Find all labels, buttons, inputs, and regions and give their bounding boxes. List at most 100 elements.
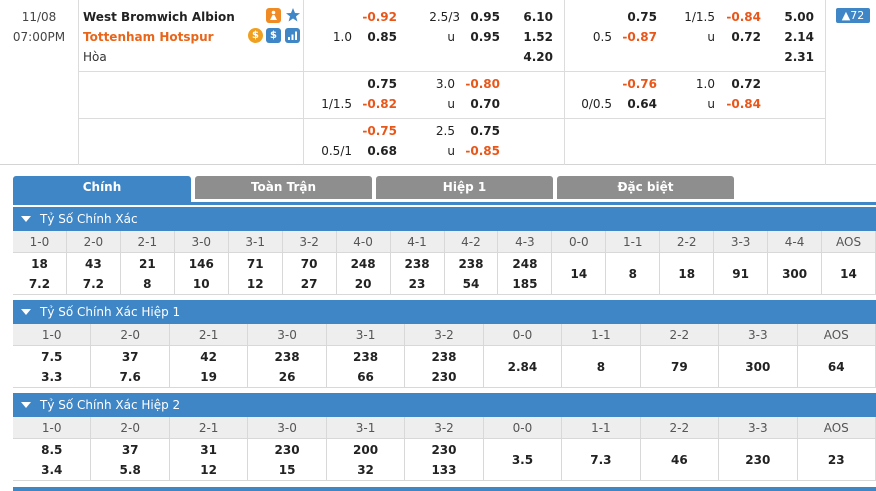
score-odds-cell[interactable]: 230: [719, 439, 798, 481]
score-odd-bottom[interactable]: 32: [357, 462, 374, 477]
score-odd-top[interactable]: 238: [404, 256, 430, 271]
score-odd-top[interactable]: 238: [274, 349, 300, 364]
tab-main[interactable]: Chính: [13, 176, 191, 203]
score-odd-bottom[interactable]: 23: [408, 276, 426, 291]
score-odd-bottom[interactable]: 27: [300, 276, 318, 291]
score-odds-cell[interactable]: 14: [552, 253, 607, 295]
score-odds-cell[interactable]: 230 133: [405, 439, 484, 481]
score-odd-top[interactable]: 248: [512, 256, 538, 271]
score-odd-bottom[interactable]: 15: [278, 462, 296, 477]
score-odd-top[interactable]: 238: [458, 256, 484, 271]
score-odd-top[interactable]: 18: [678, 266, 696, 281]
collapse-triangle-icon[interactable]: [21, 401, 31, 408]
score-odd-bottom[interactable]: 7.2: [82, 276, 105, 291]
h1-1x2-draw[interactable]: 2.31: [784, 50, 814, 64]
score-odd-bottom[interactable]: 20: [354, 276, 372, 291]
score-odd-top[interactable]: 43: [85, 256, 102, 271]
score-odds-cell[interactable]: 18 7.2: [13, 253, 67, 295]
score-odds-cell[interactable]: 70 27: [282, 253, 337, 295]
ft-under-odd[interactable]: 0.95: [470, 30, 500, 44]
tab-full-match[interactable]: Toàn Trận: [195, 176, 372, 199]
score-odd-top[interactable]: 8: [596, 359, 606, 374]
h1-over-odd[interactable]: -0.84: [726, 10, 761, 24]
score-odd-top[interactable]: 21: [138, 256, 156, 271]
score-odd-bottom[interactable]: 12: [200, 462, 217, 477]
section-header[interactable]: Tỷ Số Chính Xác: [13, 207, 876, 231]
score-odds-cell[interactable]: 91: [714, 253, 769, 295]
score-odd-bottom[interactable]: 7.6: [119, 369, 141, 384]
ft-away-handicap-odd[interactable]: 0.85: [367, 30, 397, 44]
score-odds-cell[interactable]: 238 26: [248, 346, 327, 388]
score-odd-top[interactable]: 42: [200, 349, 217, 364]
score-odd-top[interactable]: 64: [827, 359, 845, 374]
score-odd-top[interactable]: 37: [121, 349, 139, 364]
score-odd-top[interactable]: 3.5: [511, 452, 534, 467]
score-odds-cell[interactable]: 238 66: [326, 346, 406, 388]
score-odd-top[interactable]: 18: [31, 256, 48, 271]
ft-over-odd-2[interactable]: -0.80: [465, 77, 500, 91]
score-odds-cell[interactable]: 8: [562, 346, 641, 388]
score-odd-bottom[interactable]: 12: [246, 276, 264, 291]
ft-over-odd-3[interactable]: 0.75: [470, 124, 500, 138]
score-odds-cell[interactable]: 146 10: [174, 253, 229, 295]
score-odd-bottom[interactable]: 3.3: [41, 369, 63, 384]
section-header[interactable]: Tỷ Số Chính Xác Hiệp 1: [13, 300, 876, 324]
score-odds-cell[interactable]: 23: [797, 439, 876, 481]
score-odds-cell[interactable]: 79: [640, 346, 720, 388]
score-odd-top[interactable]: 7.3: [590, 452, 612, 467]
ft-under-odd-3[interactable]: -0.85: [465, 144, 500, 158]
ft-home-handicap-odd-3[interactable]: -0.75: [362, 124, 397, 138]
tab-special[interactable]: Đặc biệt: [557, 176, 734, 199]
h1-home-handicap-odd[interactable]: 0.75: [627, 10, 657, 24]
ft-under-odd-2[interactable]: 0.70: [470, 97, 500, 111]
score-odd-top[interactable]: 146: [188, 256, 214, 271]
score-odds-cell[interactable]: 7.5 3.3: [13, 346, 92, 388]
h1-under-odd-2[interactable]: -0.84: [726, 97, 761, 111]
score-odd-top[interactable]: 70: [300, 256, 318, 271]
score-odds-cell[interactable]: 300: [719, 346, 798, 388]
ft-over-odd[interactable]: 0.95: [470, 10, 500, 24]
ft-away-handicap-odd-3[interactable]: 0.68: [367, 144, 397, 158]
score-odds-cell[interactable]: 14: [822, 253, 876, 295]
score-odds-cell[interactable]: 238 230: [405, 346, 484, 388]
score-odd-bottom[interactable]: 5.8: [119, 462, 141, 477]
away-team-name[interactable]: Tottenham Hotspur: [83, 30, 214, 44]
score-odd-top[interactable]: 8.5: [41, 442, 63, 457]
score-odd-top[interactable]: 79: [671, 359, 688, 374]
ft-1x2-draw[interactable]: 4.20: [523, 50, 553, 64]
ft-away-handicap-odd-2[interactable]: -0.82: [362, 97, 397, 111]
collapse-triangle-icon[interactable]: [21, 308, 31, 315]
score-odds-cell[interactable]: 300: [768, 253, 823, 295]
score-odd-bottom[interactable]: 8: [143, 276, 152, 291]
score-odds-cell[interactable]: 71 12: [228, 253, 283, 295]
score-odds-cell[interactable]: 2.84: [483, 346, 563, 388]
score-odd-bottom[interactable]: 185: [512, 276, 538, 291]
score-odds-cell[interactable]: 37 7.6: [91, 346, 170, 388]
score-odds-cell[interactable]: 46: [640, 439, 720, 481]
score-odd-top[interactable]: 14: [570, 266, 588, 281]
score-odd-top[interactable]: 248: [350, 256, 376, 271]
score-odds-cell[interactable]: 37 5.8: [91, 439, 170, 481]
h1-away-handicap-odd[interactable]: -0.87: [622, 30, 657, 44]
score-odds-cell[interactable]: 230 15: [248, 439, 327, 481]
section-header[interactable]: Tỷ Số Chính Xác Hiệp 2: [13, 393, 876, 417]
score-odd-top[interactable]: 238: [353, 349, 379, 364]
score-odd-bottom[interactable]: 3.4: [41, 462, 63, 477]
score-odds-cell[interactable]: 3.5: [483, 439, 563, 481]
collapse-triangle-icon[interactable]: [21, 215, 31, 222]
score-odds-cell[interactable]: 31 12: [169, 439, 249, 481]
h1-away-handicap-odd-2[interactable]: 0.64: [627, 97, 657, 111]
score-odd-top[interactable]: 23: [827, 452, 845, 467]
score-odd-top[interactable]: 46: [671, 452, 688, 467]
score-odds-cell[interactable]: 248 185: [498, 253, 553, 295]
home-team-name[interactable]: West Bromwich Albion: [83, 10, 235, 24]
score-odd-bottom[interactable]: 7.2: [28, 276, 51, 291]
score-odd-bottom[interactable]: 133: [431, 462, 457, 477]
h1-under-odd[interactable]: 0.72: [731, 30, 761, 44]
score-odd-top[interactable]: 8: [628, 266, 637, 281]
h1-home-handicap-odd-2[interactable]: -0.76: [622, 77, 657, 91]
score-odds-cell[interactable]: 238 54: [444, 253, 499, 295]
score-odds-cell[interactable]: 8: [606, 253, 661, 295]
score-odd-top[interactable]: 71: [246, 256, 264, 271]
score-odd-top[interactable]: 91: [732, 266, 749, 281]
